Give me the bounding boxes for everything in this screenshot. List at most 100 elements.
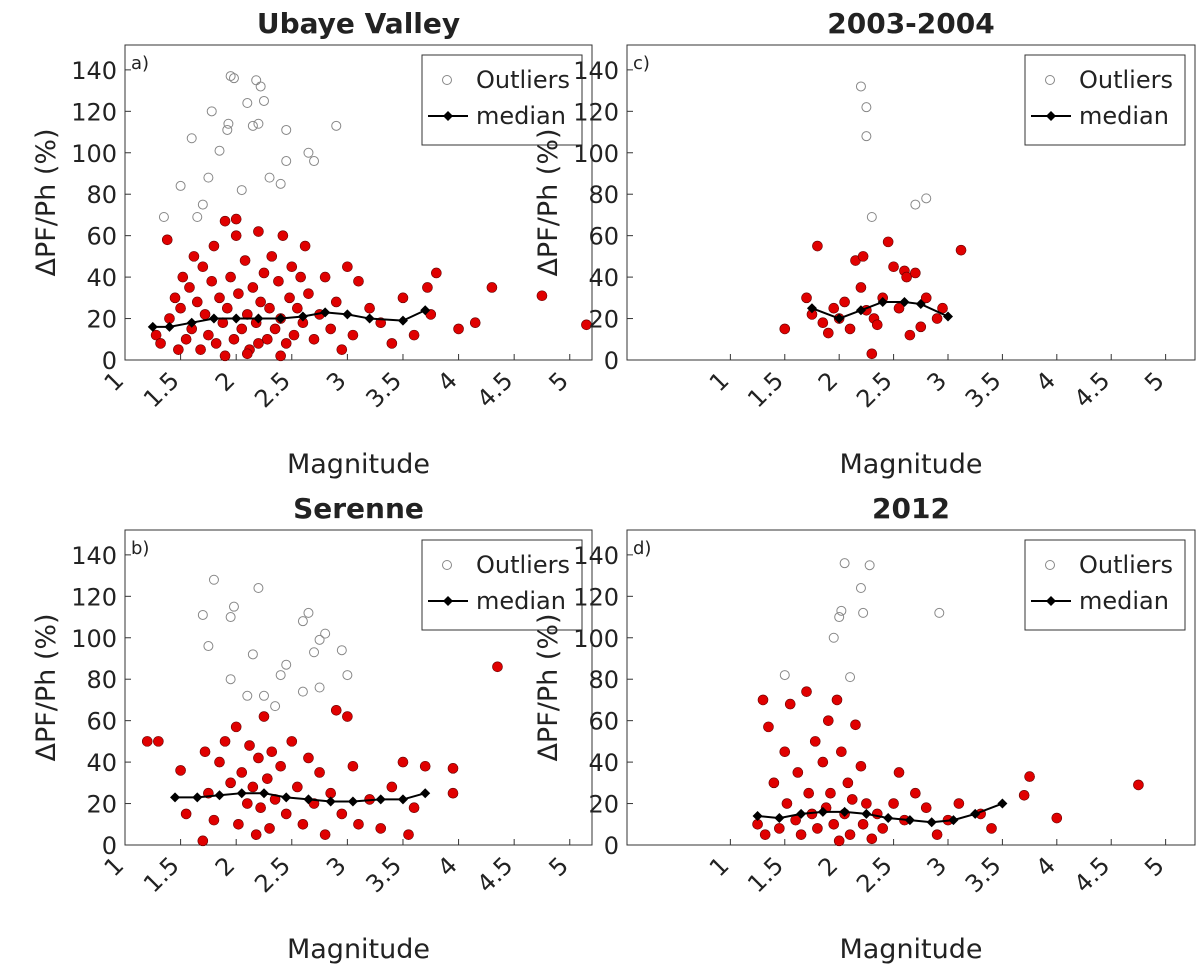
data-point (347, 760, 359, 772)
y-tick-label: 20 (588, 306, 619, 334)
chart-title: Ubaye Valley (257, 7, 460, 40)
y-tick-label: 120 (71, 98, 117, 126)
data-point (795, 829, 807, 840)
x-tick-label: 4 (432, 851, 463, 882)
x-tick-label: 2 (813, 366, 844, 397)
data-point (419, 760, 431, 772)
x-tick-label: 5 (543, 366, 574, 397)
data-point (292, 302, 303, 314)
data-point (1133, 779, 1144, 791)
outlier-point (834, 612, 845, 623)
x-tick-label: 1.5 (742, 851, 789, 898)
data-point (262, 333, 273, 345)
data-point (1018, 789, 1030, 801)
y-tick-label: 40 (86, 264, 117, 292)
outlier-point (281, 124, 292, 135)
y-tick-label: 60 (86, 708, 117, 736)
median-marker (342, 309, 353, 320)
outlier-point (186, 133, 197, 144)
data-point (866, 348, 878, 360)
chart-title: Serenne (293, 492, 424, 525)
data-point (197, 261, 209, 273)
x-tick-label: 1.5 (138, 366, 185, 413)
outlier-point (864, 560, 875, 571)
median-marker (948, 815, 959, 826)
outlier-point (214, 145, 225, 156)
data-point (299, 240, 311, 252)
data-point (262, 773, 273, 784)
data-point (801, 292, 812, 304)
data-point (422, 282, 433, 293)
data-point (986, 823, 997, 834)
outlier-point (861, 102, 872, 113)
x-tick-label: 1 (704, 366, 735, 397)
data-point (236, 323, 248, 335)
data-point (397, 292, 409, 304)
median-marker (899, 296, 910, 307)
legend-label: Outliers (476, 66, 570, 94)
data-point (581, 319, 592, 331)
data-point (203, 329, 214, 341)
x-tick-label: 3 (922, 366, 953, 397)
data-point (910, 787, 921, 799)
data-point (199, 746, 211, 758)
legend-symbol (1045, 560, 1055, 570)
y-axis-label: ΔPF/Ph (%) (31, 613, 62, 761)
chart-title: 2012 (872, 492, 950, 525)
x-tick-label: 2.5 (851, 851, 898, 898)
median-marker (303, 794, 314, 805)
data-point (253, 752, 264, 764)
y-tick-label: 0 (604, 347, 619, 375)
data-point (447, 787, 459, 799)
median-marker (147, 321, 158, 332)
median-marker (970, 808, 981, 819)
data-point (844, 829, 856, 840)
data-point (288, 329, 300, 341)
data-point (779, 746, 791, 758)
median-marker (364, 313, 375, 324)
panel-label: d) (633, 538, 651, 559)
outlier-point (331, 120, 342, 131)
outlier-point (225, 612, 236, 623)
data-point (364, 302, 375, 314)
y-axis-label: ΔPF/Ph (%) (533, 128, 564, 276)
data-point (842, 777, 854, 789)
data-point (453, 323, 464, 335)
data-point (336, 808, 348, 820)
data-point (284, 292, 295, 304)
legend-symbol (1045, 75, 1055, 85)
data-point (253, 226, 264, 237)
y-tick-label: 80 (86, 181, 117, 209)
data-point (184, 282, 195, 293)
data-point (169, 292, 181, 304)
data-point (836, 746, 847, 758)
outlier-point (192, 212, 203, 223)
data-point (219, 215, 231, 227)
median-marker (861, 808, 872, 819)
data-point (825, 787, 836, 799)
data-point (536, 290, 548, 302)
median-marker (347, 796, 358, 807)
x-tick-label: 4 (1030, 366, 1061, 397)
outlier-point (225, 71, 236, 82)
outlier-point (845, 672, 856, 683)
outlier-point (297, 686, 308, 697)
median-marker (915, 299, 926, 310)
data-point (386, 781, 398, 793)
y-tick-label: 120 (71, 583, 117, 611)
outlier-point (270, 701, 281, 712)
legend-label: Outliers (1079, 551, 1173, 579)
median-marker (397, 794, 408, 805)
legend-label: Outliers (476, 551, 570, 579)
x-tick-label: 2 (210, 366, 241, 397)
legend-symbol (1046, 596, 1056, 606)
median-marker (375, 794, 386, 805)
legend-label: median (476, 102, 566, 130)
data-point (910, 267, 921, 279)
x-tick-label: 3.5 (960, 366, 1007, 413)
data-point (492, 661, 503, 673)
median-marker (834, 313, 845, 324)
data-point (197, 835, 209, 847)
outlier-point (303, 147, 314, 158)
x-tick-label: 2.5 (249, 851, 296, 898)
